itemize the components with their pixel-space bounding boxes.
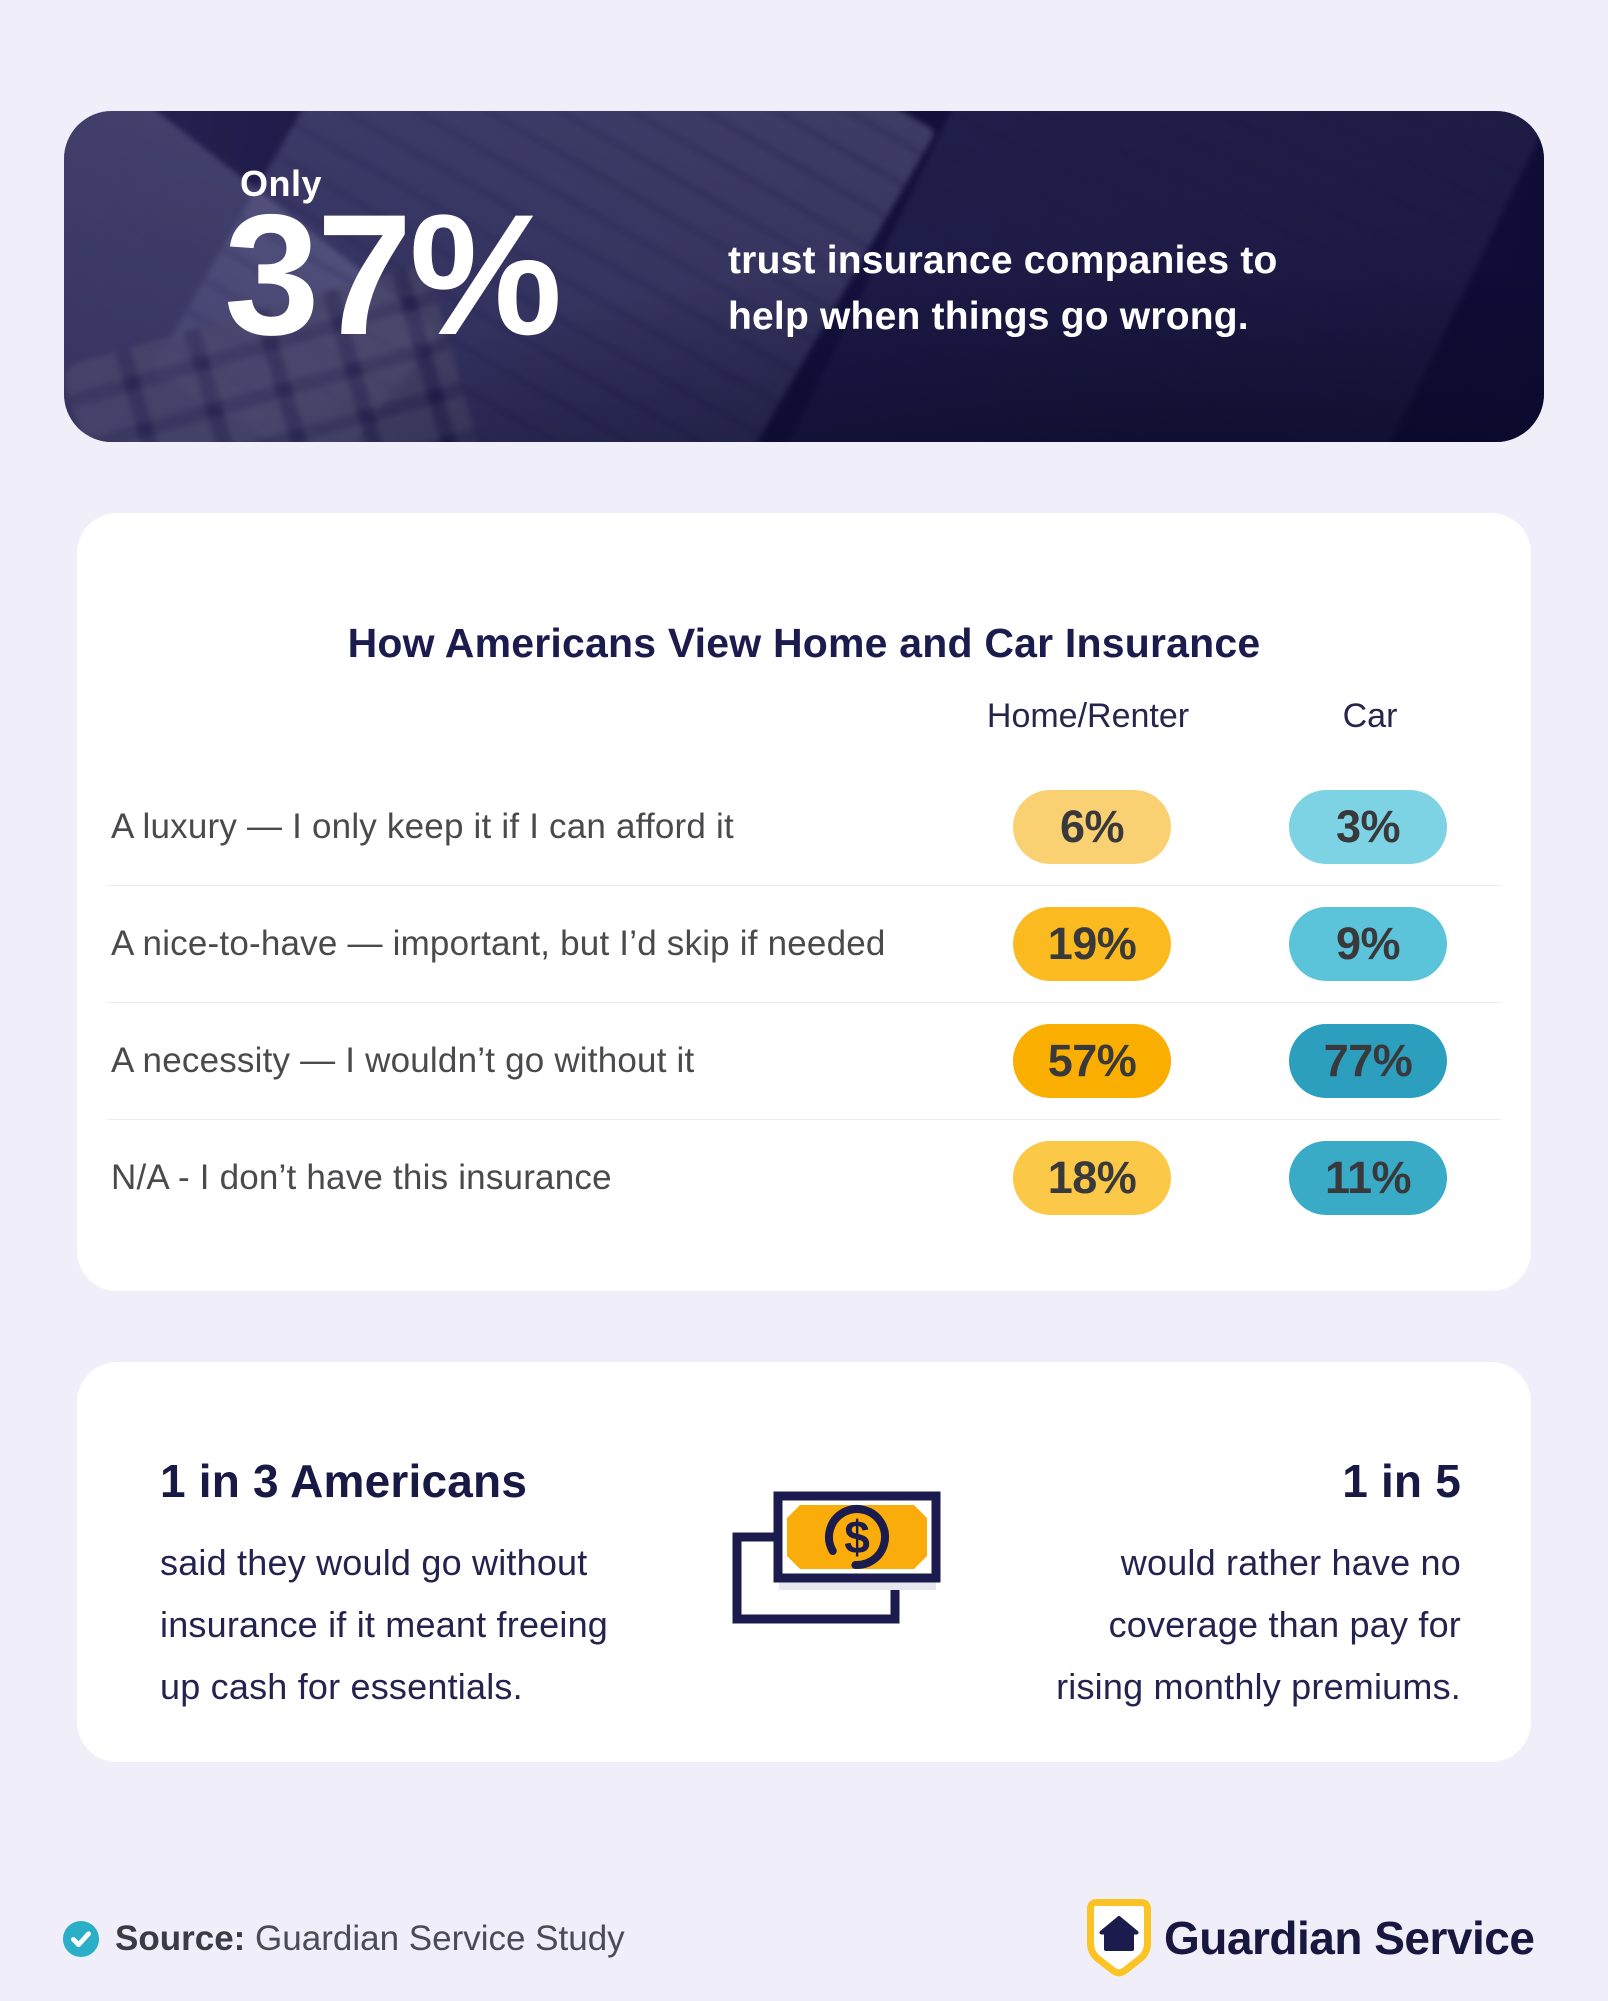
shield-home-icon — [1087, 1899, 1151, 1977]
stat-body-line: would rather have no — [1120, 1542, 1461, 1583]
row-label: A necessity — I wouldn’t go without it — [111, 1040, 695, 1080]
source-attribution: Source: Guardian Service Study — [62, 1919, 625, 1959]
banner-background-photo — [64, 111, 1544, 442]
insurance-view-table-card: How Americans View Home and Car Insuranc… — [77, 513, 1531, 1291]
stat-block-1-in-5: 1 in 5 would rather have no coverage tha… — [1056, 1454, 1461, 1718]
home-renter-value-pill: 18% — [1013, 1140, 1171, 1215]
money-bills-icon: $ — [732, 1491, 941, 1624]
column-header-home-renter: Home/Renter — [986, 697, 1190, 735]
column-header-car: Car — [1342, 697, 1398, 735]
stats-card: 1 in 3 Americans said they would go with… — [77, 1362, 1531, 1762]
brand-name: Guardian Service — [1164, 1912, 1535, 1964]
table-row: A nice-to-have — important, but I’d skip… — [77, 885, 1531, 1002]
row-label: N/A - I don’t have this insurance — [111, 1157, 612, 1197]
banner-stat-37: 37% — [224, 179, 562, 371]
car-value-pill: 3% — [1289, 789, 1447, 864]
home-renter-value-pill: 6% — [1013, 789, 1171, 864]
stat-body-line: up cash for essentials. — [160, 1666, 523, 1707]
stat-headline: 1 in 3 Americans — [160, 1455, 528, 1507]
stat-body-line: rising monthly premiums. — [1056, 1666, 1461, 1707]
table-row: A luxury — I only keep it if I can affor… — [77, 768, 1531, 885]
stat-body-line: insurance if it meant freeing — [160, 1604, 609, 1645]
source-text: Source: Guardian Service Study — [115, 1919, 625, 1959]
photo-tint-overlay — [64, 111, 1544, 442]
stat-headline: 1 in 5 — [1342, 1455, 1461, 1507]
stat-body-line: coverage than pay for — [1108, 1604, 1461, 1645]
source-value: Guardian Service Study — [255, 1919, 625, 1958]
svg-text:$: $ — [844, 1511, 870, 1563]
brand-logo: Guardian Service — [1087, 1893, 1535, 1983]
table-row: A necessity — I wouldn’t go without it 5… — [77, 1002, 1531, 1119]
home-renter-value-pill: 19% — [1013, 906, 1171, 981]
banner-description: trust insurance companies to help when t… — [728, 233, 1328, 345]
stat-body-line: said they would go without — [160, 1542, 588, 1583]
table-title: How Americans View Home and Car Insuranc… — [347, 620, 1261, 667]
source-label: Source: — [115, 1919, 246, 1958]
car-value-pill: 77% — [1289, 1023, 1447, 1098]
car-value-pill: 9% — [1289, 906, 1447, 981]
hero-banner: Only 37% trust insurance companies to he… — [64, 111, 1544, 442]
stat-block-1-in-3: 1 in 3 Americans said they would go with… — [160, 1454, 608, 1718]
check-circle-icon — [62, 1920, 100, 1958]
table-row: N/A - I don’t have this insurance 18% 11… — [77, 1119, 1531, 1236]
banner-description-line: trust insurance companies to — [728, 239, 1278, 282]
row-label: A nice-to-have — important, but I’d skip… — [111, 923, 886, 963]
home-renter-value-pill: 57% — [1013, 1023, 1171, 1098]
car-value-pill: 11% — [1289, 1140, 1447, 1215]
table-rows: A luxury — I only keep it if I can affor… — [77, 768, 1531, 1236]
row-label: A luxury — I only keep it if I can affor… — [111, 806, 734, 846]
banner-description-line: help when things go wrong. — [728, 295, 1249, 338]
banner-kicker: Only — [240, 163, 323, 204]
